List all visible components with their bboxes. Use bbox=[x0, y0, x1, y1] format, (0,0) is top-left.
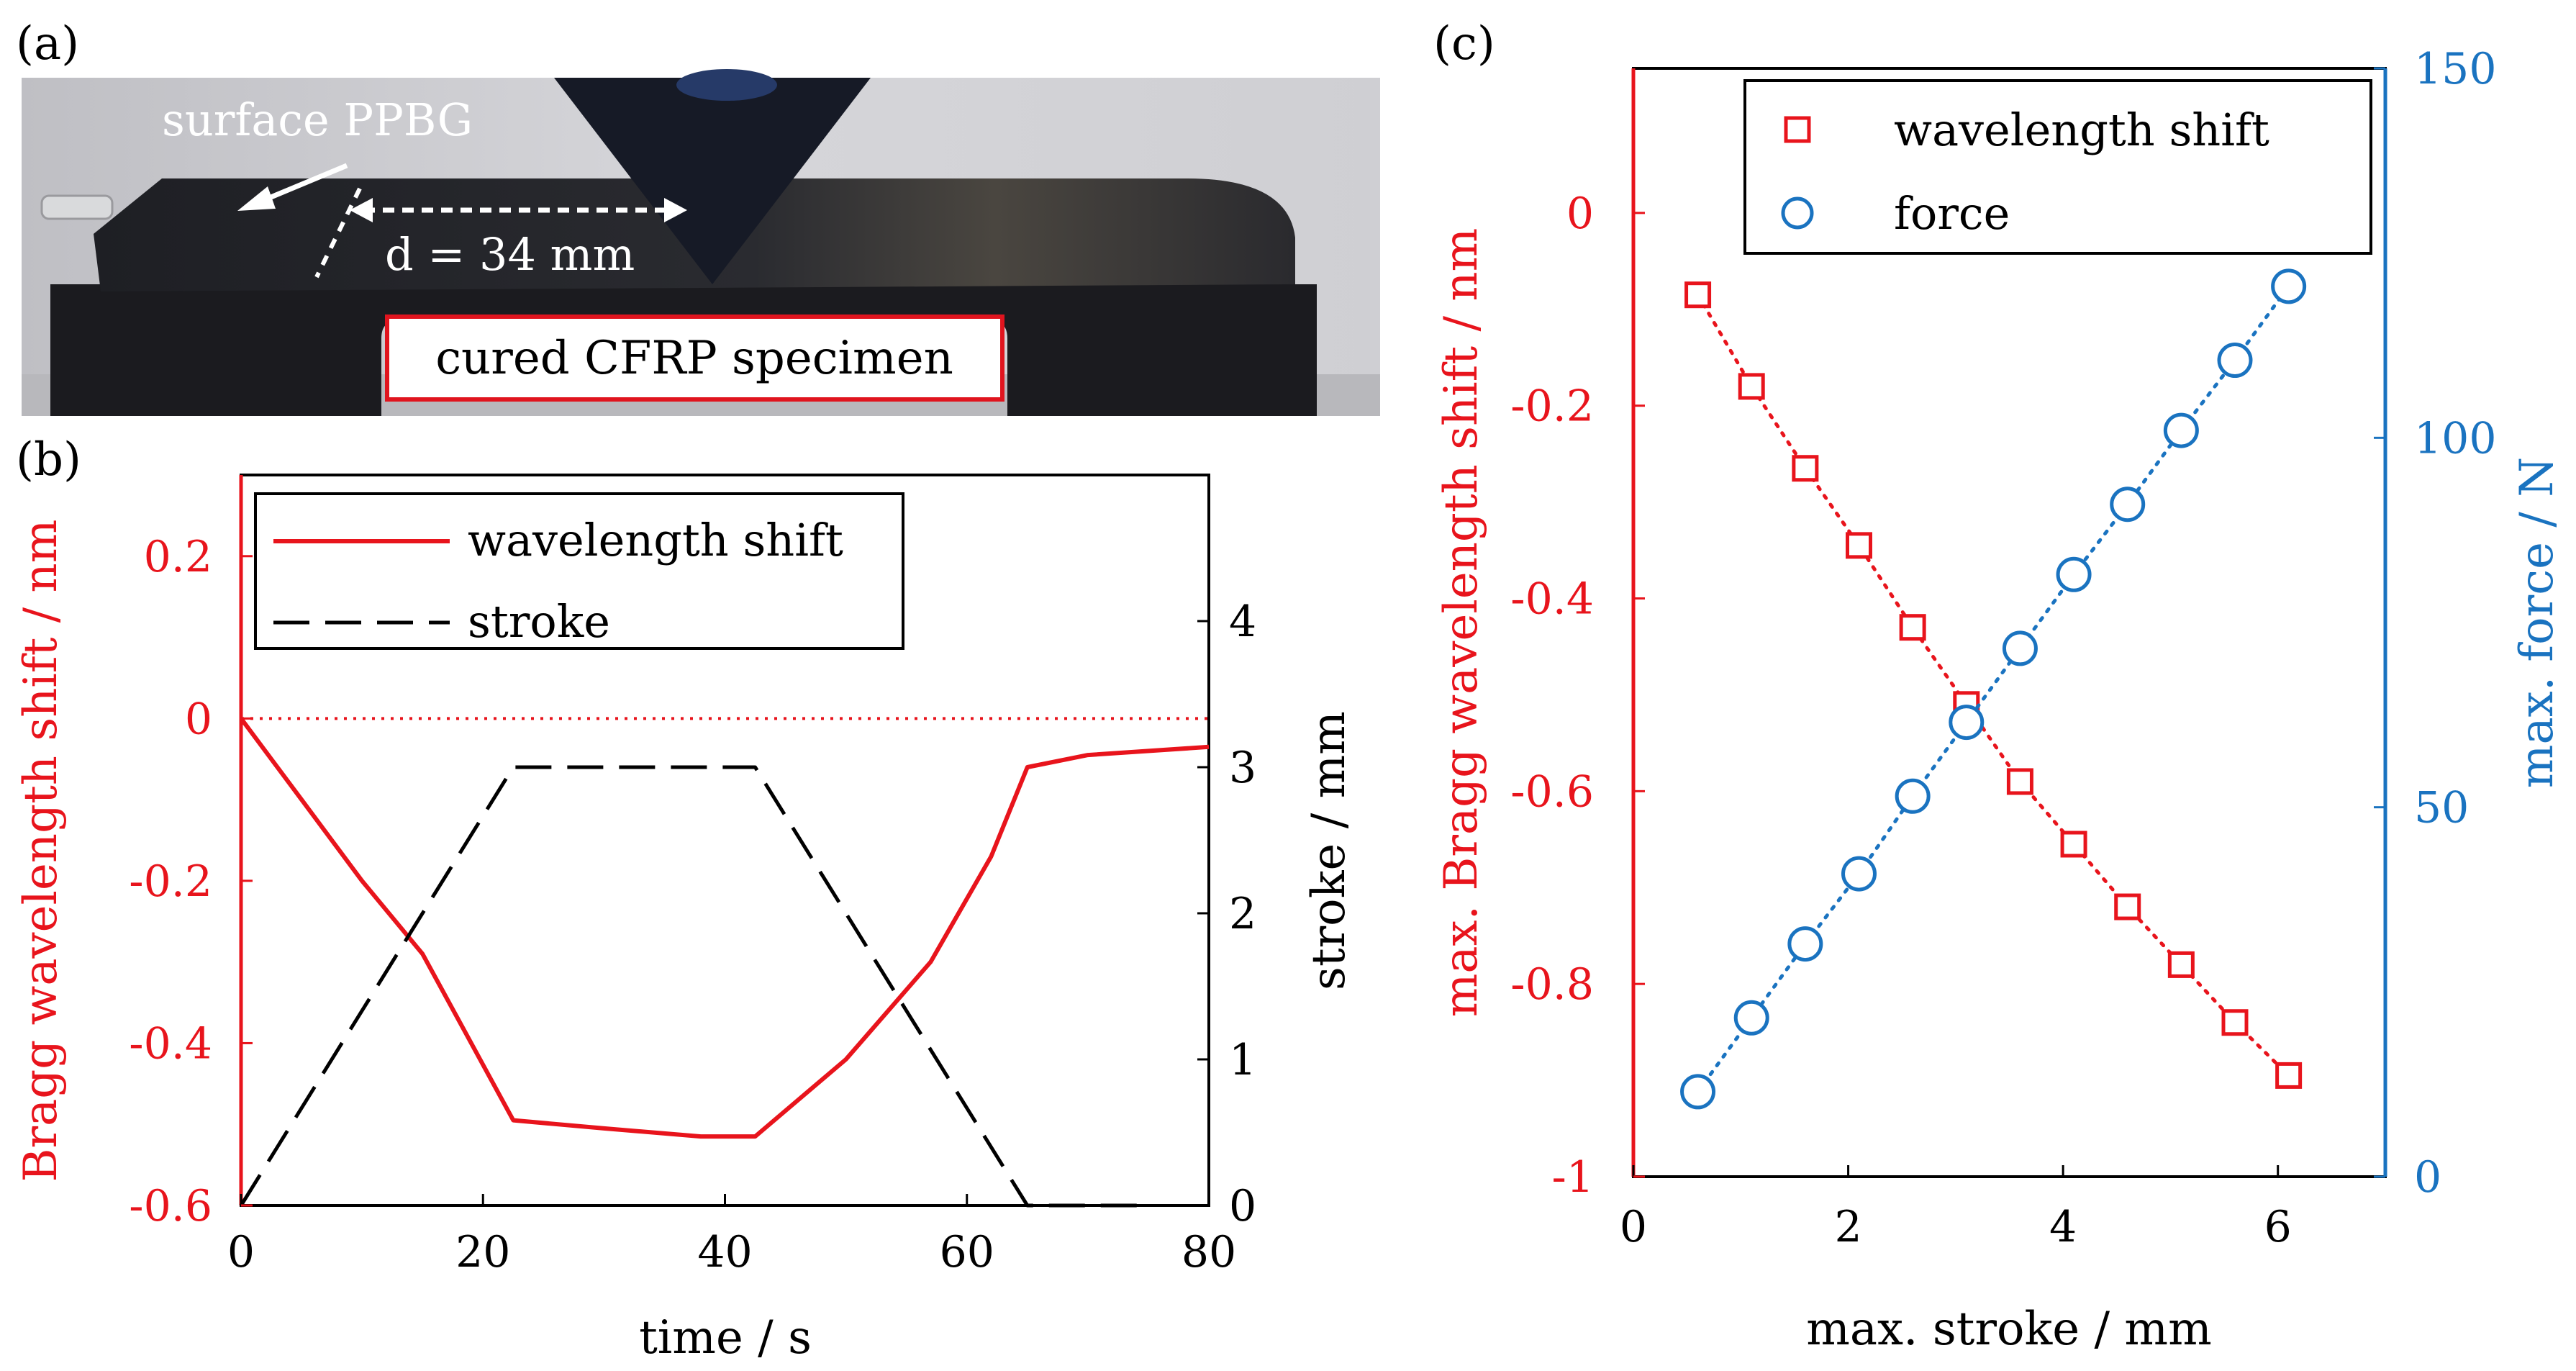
chart-c-point-wavelength-shift bbox=[2167, 951, 2195, 978]
chart-c-series bbox=[1680, 268, 2307, 1110]
chart-b-y2tick-label: 2 bbox=[1229, 889, 1256, 939]
chart-c-point-force bbox=[2271, 268, 2307, 304]
chart-c-ytick-label: -0.6 bbox=[1510, 766, 1594, 817]
chart-b-series-stroke bbox=[239, 765, 1148, 1208]
chart-b-y2label: stroke / mm bbox=[1302, 711, 1356, 990]
chart-b-xtick-label: 20 bbox=[455, 1227, 510, 1277]
specimen-label-box bbox=[385, 315, 1004, 402]
chart-c-xtick-label: 2 bbox=[1834, 1202, 1861, 1252]
chart-c-point-wavelength-shift bbox=[2114, 893, 2141, 920]
chart-c-point-wavelength-shift bbox=[2221, 1009, 2249, 1036]
chart-c-y2label: max. force / N bbox=[2511, 457, 2564, 788]
chart-c-point-wavelength-shift bbox=[1684, 281, 1712, 309]
chart-c-point-wavelength-shift bbox=[2275, 1062, 2303, 1089]
chart-c-trendline-force bbox=[1696, 284, 2291, 1094]
optical-fiber bbox=[40, 194, 114, 220]
chart-c-ytick-label: -0.4 bbox=[1510, 574, 1594, 625]
chart-c-legend-marker-wavelength-shift bbox=[1784, 116, 1811, 143]
chart-b-y2tick-label: 3 bbox=[1229, 743, 1256, 793]
chart-c-ytick-label: -1 bbox=[1552, 1152, 1594, 1203]
panel-label-c: (c) bbox=[1433, 17, 1495, 71]
chart-b-ylabel: Bragg wavelength shift / nm bbox=[14, 520, 68, 1182]
chart-c-point-wavelength-shift bbox=[1899, 614, 1926, 641]
loading-wedge bbox=[554, 78, 871, 284]
chart-c-point-force bbox=[1733, 1000, 1769, 1036]
chart-c-point-force bbox=[2002, 630, 2038, 666]
chart-c-trendline-wavelength-shift bbox=[1696, 293, 2291, 1077]
chart-c-ytick-label: -0.2 bbox=[1510, 381, 1594, 432]
chart-c-ytick-label: 0 bbox=[1566, 189, 1594, 239]
chart-c-point-force bbox=[1949, 705, 1985, 741]
distance-label: d = 34 mm bbox=[385, 228, 635, 281]
specimen-photo: surface PPBG d = 34 mm cured CFRP specim… bbox=[22, 69, 1380, 416]
chart-c-legend: wavelength shift force bbox=[1743, 79, 2372, 255]
wedge-reflection bbox=[676, 69, 777, 101]
chart-c-point-force bbox=[1895, 778, 1931, 814]
chart-c-xtick-label: 6 bbox=[2264, 1202, 2292, 1252]
surface-ppbg-label: surface PPBG bbox=[162, 94, 473, 146]
specimen-label: cured CFRP specimen bbox=[435, 332, 953, 385]
chart-c-ticks: 0 2 4 6 -1 -0.8 -0.6 -0.4 -0.2 0 0 50 100 150 bbox=[1510, 44, 2496, 1252]
distance-arrowhead-left bbox=[350, 198, 373, 222]
chart-b-legend: wavelength shift stroke bbox=[254, 492, 904, 650]
chart-b-y2tick-label: 0 bbox=[1229, 1181, 1256, 1231]
chart-c-point-wavelength-shift bbox=[1792, 455, 1819, 482]
chart-c-legend-marker-force bbox=[1781, 196, 1814, 230]
chart-b-legend-label-wavelength-shift: wavelength shift bbox=[468, 514, 843, 566]
chart-c-ylabel: max. Bragg wavelength shift / nm bbox=[1435, 228, 1488, 1018]
chart-c-legend-label-wavelength-shift: wavelength shift bbox=[1894, 104, 2269, 156]
chart-b-xtick-label: 60 bbox=[940, 1227, 994, 1277]
chart-c: 0 2 4 6 -1 -0.8 -0.6 -0.4 -0.2 0 0 50 100 150 max. st… bbox=[1435, 44, 2564, 1356]
chart-c-point-wavelength-shift bbox=[2060, 831, 2087, 858]
chart-c-point-wavelength-shift bbox=[2006, 768, 2033, 795]
chart-b-xlabel: time / s bbox=[639, 1311, 812, 1365]
chart-c-y2tick-label: 100 bbox=[2414, 413, 2497, 463]
chart-c-xtick-label: 4 bbox=[2049, 1202, 2077, 1252]
chart-c-point-wavelength-shift bbox=[1738, 373, 1765, 400]
chart-b-xtick-label: 0 bbox=[227, 1227, 255, 1277]
chart-c-point-force bbox=[2163, 412, 2199, 448]
chart-b-xtick-label: 80 bbox=[1182, 1227, 1236, 1277]
chart-b-ticks: 0 20 40 60 80 -0.6 -0.4 -0.2 0 0.2 0 1 2 3 4 bbox=[129, 532, 1256, 1277]
distance-arrowhead-right bbox=[664, 198, 687, 222]
ppbg-edge-marker bbox=[314, 187, 362, 279]
chart-c-point-force bbox=[1680, 1074, 1716, 1110]
chart-c-y2tick-label: 50 bbox=[2414, 783, 2469, 833]
chart-b-ytick-label: -0.4 bbox=[129, 1018, 212, 1069]
chart-c-ytick-label: -0.8 bbox=[1510, 959, 1594, 1010]
chart-c-xlabel: max. stroke / mm bbox=[1806, 1303, 2212, 1356]
chart-c-legend-label-force: force bbox=[1894, 187, 2010, 240]
chart-c-point-force bbox=[2110, 487, 2146, 522]
chart-b-ytick-label: -0.6 bbox=[129, 1181, 212, 1231]
chart-b-ytick-label: -0.2 bbox=[129, 856, 212, 907]
chart-b-xtick-label: 40 bbox=[697, 1227, 752, 1277]
chart-b-y2tick-label: 4 bbox=[1229, 597, 1256, 647]
chart-c-point-wavelength-shift bbox=[1846, 532, 1872, 559]
chart-b-legend-label-stroke: stroke bbox=[468, 595, 610, 648]
chart-c-xtick-label: 0 bbox=[1620, 1202, 1647, 1252]
panel-label-a: (a) bbox=[16, 17, 79, 71]
chart-c-point-force bbox=[1787, 926, 1823, 962]
chart-b-series-wavelength-shift bbox=[239, 717, 1210, 1139]
chart-c-y2tick-label: 150 bbox=[2414, 44, 2497, 94]
chart-b-series bbox=[239, 717, 1210, 1208]
chart-c-y2tick-label: 0 bbox=[2414, 1152, 2441, 1203]
ppbg-arrowhead bbox=[237, 186, 276, 211]
chart-b-ytick-label: 0.2 bbox=[144, 532, 212, 582]
chart-b-y2tick-label: 1 bbox=[1229, 1035, 1256, 1085]
panel-label-b: (b) bbox=[16, 433, 81, 487]
chart-c-legend-box bbox=[1743, 79, 2372, 255]
chart-b-ytick-label: 0 bbox=[185, 694, 212, 744]
chart-b-legend-box bbox=[254, 492, 904, 650]
chart-c-point-force bbox=[2217, 343, 2253, 379]
chart-c-point-force bbox=[1841, 856, 1877, 892]
chart-c-point-force bbox=[2056, 556, 2092, 592]
